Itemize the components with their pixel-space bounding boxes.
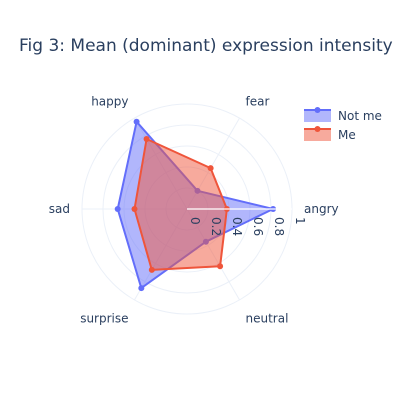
series-layer — [114, 118, 277, 292]
legend-item-0[interactable]: Not me — [304, 107, 382, 123]
legend-marker — [314, 107, 321, 113]
axis-label-happy: happy — [91, 95, 128, 109]
data-point-1-sad[interactable] — [131, 206, 138, 212]
axis-label-neutral: neutral — [246, 311, 289, 325]
data-point-1-happy[interactable] — [143, 135, 150, 142]
chart-title: Fig 3: Mean (dominant) expression intens… — [19, 36, 393, 56]
radial-tick-label: 0 — [188, 217, 202, 225]
radial-tick-label: 1 — [293, 217, 307, 225]
data-point-0-surprise[interactable] — [138, 285, 145, 292]
axis-label-fear: fear — [246, 95, 270, 109]
radial-tick-label: 0.6 — [251, 217, 265, 236]
axis-label-sad: sad — [49, 202, 70, 216]
legend-swatch — [304, 129, 331, 141]
legend[interactable]: Not me Me — [304, 107, 382, 142]
angular-axis-labels: angry fear happy sad surprise neutral — [49, 95, 339, 326]
data-point-0-sad[interactable] — [114, 206, 121, 212]
data-point-1-fear[interactable] — [207, 165, 214, 172]
legend-swatch — [304, 110, 331, 122]
radial-tick-label: 0.8 — [272, 217, 286, 236]
data-point-1-neutral[interactable] — [217, 263, 224, 270]
axis-label-surprise: surprise — [80, 311, 128, 325]
radial-tick-label: 0.2 — [209, 217, 223, 236]
radial-tick-label: 0.4 — [230, 217, 244, 236]
legend-label: Me — [338, 128, 356, 142]
legend-item-1[interactable]: Me — [304, 126, 356, 142]
legend-marker — [314, 126, 321, 132]
axis-label-angry: angry — [304, 202, 339, 216]
data-point-0-happy[interactable] — [133, 118, 140, 125]
data-point-1-surprise[interactable] — [148, 266, 155, 273]
series-area-1 — [133, 138, 228, 271]
legend-label: Not me — [338, 109, 382, 123]
radial-axis: 0 0.2 0.4 0.6 0.8 1 — [187, 208, 307, 236]
